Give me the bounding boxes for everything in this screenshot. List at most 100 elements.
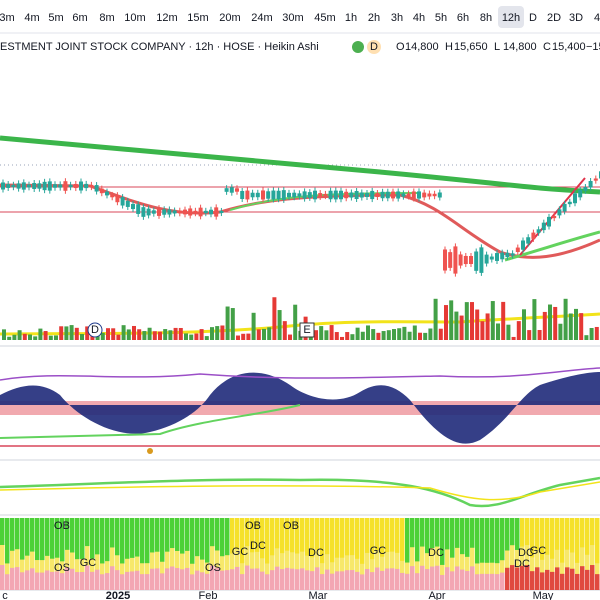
interval-button[interactable]: 1h: [345, 12, 357, 24]
candle: [307, 192, 312, 198]
interval-button[interactable]: 15m: [187, 12, 208, 24]
osc-bar: [15, 567, 20, 590]
osc-bar: [585, 518, 590, 590]
interval-button[interactable]: 20m: [219, 12, 240, 24]
osc-bar: [140, 574, 145, 590]
osc-label: OB: [283, 520, 299, 532]
osc-bar: [75, 572, 80, 590]
osc-bar: [545, 569, 550, 590]
interval-button[interactable]: 30m: [282, 12, 303, 24]
osc-bar: [105, 518, 110, 590]
volume-bar: [548, 304, 552, 340]
candle: [32, 182, 37, 190]
candle: [583, 187, 588, 191]
osc-bar: [580, 566, 585, 590]
osc-bar: [235, 566, 240, 590]
volume-bar: [532, 299, 537, 340]
osc-bar: [105, 573, 110, 590]
interval-button[interactable]: 6h: [457, 12, 469, 24]
interval-button[interactable]: 5m: [48, 12, 63, 24]
candle: [391, 191, 395, 199]
osc-bar: [460, 518, 465, 590]
interval-button[interactable]: 2D: [547, 12, 561, 24]
volume-bar: [589, 328, 594, 340]
osc-bar: [240, 518, 245, 590]
candle: [443, 249, 447, 271]
osc-bar: [70, 568, 75, 590]
volume-bar: [527, 330, 532, 340]
volume-bar: [28, 334, 32, 340]
osc-bar: [5, 574, 10, 590]
osc-bar: [495, 574, 500, 590]
volume-bar: [506, 324, 511, 340]
osc-bar: [590, 565, 595, 590]
candle: [11, 184, 16, 188]
osc-bar: [60, 518, 65, 590]
candle: [276, 190, 281, 200]
candle: [562, 203, 567, 212]
interval-button[interactable]: 2h: [368, 12, 380, 24]
osc-label: DC: [250, 540, 266, 552]
macd-line: [0, 476, 600, 508]
candle: [432, 193, 437, 197]
osc-bar: [255, 568, 260, 590]
osc-bar: [395, 568, 400, 590]
interval-button[interactable]: 4h: [413, 12, 425, 24]
volume-bar: [48, 335, 53, 340]
candle: [42, 181, 47, 191]
candle: [73, 183, 78, 189]
volume-bar: [126, 329, 131, 340]
osc-bar: [560, 518, 565, 590]
interval-button[interactable]: 10m: [124, 12, 145, 24]
interval-button[interactable]: 12m: [156, 12, 177, 24]
osc-bar: [355, 518, 360, 590]
osc-bar: [60, 573, 65, 590]
osc-bar: [490, 518, 495, 590]
candle: [261, 190, 265, 200]
volume-bar: [553, 306, 558, 340]
interval-button[interactable]: 3h: [391, 12, 403, 24]
interval-button[interactable]: 8m: [99, 12, 114, 24]
osc-bar: [440, 574, 445, 590]
candle: [313, 190, 317, 200]
osc-bar: [135, 570, 140, 590]
interval-button[interactable]: 45m: [314, 12, 335, 24]
volume-bar: [319, 326, 324, 340]
osc-bar: [165, 568, 170, 590]
candle: [266, 191, 271, 199]
osc-bar: [205, 573, 210, 590]
osc-bar: [115, 518, 120, 590]
interval-button[interactable]: 6m: [72, 12, 87, 24]
candle: [557, 209, 562, 216]
interval-button[interactable]: 3m: [0, 12, 15, 24]
osc-bar: [120, 574, 125, 590]
candle: [120, 197, 125, 206]
interval-button[interactable]: 12h: [502, 12, 520, 24]
osc-bar: [465, 518, 470, 590]
osc-bar: [525, 565, 530, 590]
interval-button[interactable]: D: [529, 12, 537, 24]
volume-bar: [215, 326, 220, 340]
osc-bar: [130, 571, 135, 590]
interval-button[interactable]: 8h: [480, 12, 492, 24]
interval-button[interactable]: 4m: [24, 12, 39, 24]
osc-bar: [215, 567, 220, 590]
osc-bar: [475, 518, 480, 590]
candle: [375, 192, 380, 198]
interval-button[interactable]: 24m: [251, 12, 272, 24]
osc-bar: [550, 571, 555, 590]
volume-bar: [246, 333, 251, 340]
candle: [328, 190, 333, 200]
osc-bar: [50, 518, 55, 590]
osc-bar: [595, 574, 600, 590]
interval-button[interactable]: 4: [594, 12, 600, 24]
interval-button[interactable]: 3D: [569, 12, 583, 24]
x-axis-label: 2025: [106, 590, 130, 600]
osc-bar: [485, 518, 490, 590]
candle: [339, 190, 343, 200]
candle: [422, 192, 427, 198]
interval-button[interactable]: 5h: [435, 12, 447, 24]
candle: [94, 185, 99, 192]
volume-bar: [204, 336, 209, 340]
candle: [318, 193, 323, 197]
